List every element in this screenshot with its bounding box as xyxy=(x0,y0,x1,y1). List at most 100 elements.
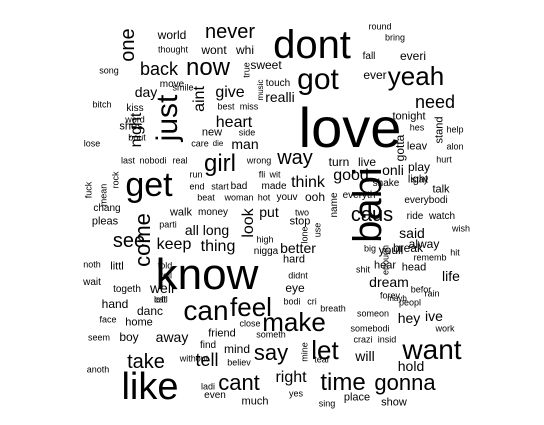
cloud-word: realli xyxy=(265,89,295,105)
cloud-word: way xyxy=(277,147,313,169)
cloud-word: yeah xyxy=(387,61,445,91)
cloud-word: time xyxy=(320,369,366,396)
cloud-word: put xyxy=(259,204,279,220)
cloud-word: bodi xyxy=(283,296,301,307)
cloud-word: alon xyxy=(446,141,464,152)
cloud-word: best xyxy=(217,101,235,112)
cloud-word: run xyxy=(189,169,203,180)
cloud-word: see xyxy=(112,230,146,252)
cloud-word: togeth xyxy=(113,284,141,295)
cloud-word: make xyxy=(262,307,326,337)
cloud-word: just xyxy=(151,94,184,142)
cloud-word: wait xyxy=(83,277,101,288)
cloud-word: shes xyxy=(119,120,143,133)
cloud-word: know xyxy=(155,250,259,299)
cloud-word: boy xyxy=(119,330,139,344)
cloud-word: forev xyxy=(379,290,401,301)
cloud-word: call xyxy=(154,294,168,305)
cloud-word: nobodi xyxy=(139,155,167,166)
cloud-word: said xyxy=(399,225,425,241)
cloud-word: wont xyxy=(201,43,227,57)
cloud-word: give xyxy=(215,84,245,101)
cloud-word: take xyxy=(127,351,165,373)
cloud-word: big xyxy=(363,243,377,254)
cloud-word: keep xyxy=(156,236,192,253)
cloud-word: two xyxy=(294,207,310,218)
cloud-word: round xyxy=(368,21,392,32)
cloud-word: roll xyxy=(159,270,173,281)
cloud-word: whi xyxy=(235,43,255,57)
cloud-word: chang xyxy=(93,203,121,214)
cloud-word: ride xyxy=(406,211,424,222)
cloud-word: littl xyxy=(110,260,124,273)
cloud-word: walk xyxy=(169,206,193,219)
cloud-word: place xyxy=(343,391,371,404)
cloud-word: wit xyxy=(269,169,281,180)
cloud-word: man xyxy=(231,136,259,152)
cloud-word: help xyxy=(446,124,464,135)
cloud-word: hear xyxy=(373,259,397,272)
cloud-word: can xyxy=(183,295,229,326)
cloud-word: ever xyxy=(363,68,387,82)
cloud-word: shake xyxy=(372,178,400,189)
cloud-word: ooh xyxy=(304,190,326,204)
cloud-word: wish xyxy=(451,223,471,234)
cloud-word: day xyxy=(134,84,158,100)
cloud-word: friend xyxy=(208,327,236,340)
cloud-word: bitch xyxy=(92,99,112,110)
cloud-word: dont xyxy=(273,23,351,67)
cloud-word: touch xyxy=(265,78,291,89)
cloud-word: live xyxy=(357,155,377,169)
cloud-word: bout xyxy=(128,132,146,143)
cloud-word: wrong xyxy=(246,155,272,166)
cloud-word: nigga xyxy=(253,246,279,257)
cloud-word: hey xyxy=(397,310,421,326)
cloud-word: bad xyxy=(230,181,248,192)
cloud-word: insid xyxy=(377,334,397,345)
cloud-word: girl xyxy=(203,150,237,177)
cloud-word: breath xyxy=(320,303,346,314)
cloud-word: danc xyxy=(136,304,164,318)
cloud-word: got xyxy=(297,63,339,96)
cloud-word: didnt xyxy=(288,270,308,281)
cloud-word: talk xyxy=(432,183,450,196)
cloud-word: let xyxy=(311,335,339,365)
cloud-word: right xyxy=(275,369,307,386)
cloud-word: die xyxy=(212,139,224,148)
cloud-word: smile xyxy=(172,82,194,93)
cloud-word: word xyxy=(125,114,145,125)
cloud-word: new xyxy=(201,126,223,139)
cloud-word: dream xyxy=(369,274,409,290)
cloud-word: cri xyxy=(307,296,317,307)
cloud-word: back xyxy=(139,59,179,79)
cloud-word: will xyxy=(355,348,375,364)
cloud-word: real xyxy=(172,155,188,166)
cloud-word: thought xyxy=(157,44,189,55)
cloud-word: without xyxy=(179,353,209,364)
cloud-word: high xyxy=(256,234,274,245)
cloud-word: feel xyxy=(230,292,272,322)
cloud-word: someon xyxy=(356,308,390,319)
cloud-word: anoth xyxy=(86,364,110,375)
cloud-word: care xyxy=(191,138,209,149)
cloud-word: mayb xyxy=(387,294,407,303)
cloud-word: hurt xyxy=(436,154,452,165)
cloud-word: think xyxy=(291,174,325,191)
cloud-word: now xyxy=(185,54,231,81)
cloud-word: hot xyxy=(257,192,271,203)
cloud-word: cant xyxy=(218,370,260,395)
cloud-word: rain xyxy=(424,288,440,299)
cloud-word: told xyxy=(157,260,173,271)
cloud-word: believ xyxy=(227,357,251,368)
cloud-word: one xyxy=(117,28,139,62)
cloud-word: fall xyxy=(362,51,376,62)
cloud-word: rock xyxy=(110,171,121,189)
cloud-word: sing xyxy=(318,398,336,409)
cloud-word: lone xyxy=(299,226,310,244)
cloud-word: seem xyxy=(87,332,111,343)
cloud-word: hes xyxy=(409,122,425,133)
cloud-word: stop xyxy=(289,215,311,228)
cloud-word: gotta xyxy=(393,134,407,162)
cloud-word: crazi xyxy=(353,334,373,345)
